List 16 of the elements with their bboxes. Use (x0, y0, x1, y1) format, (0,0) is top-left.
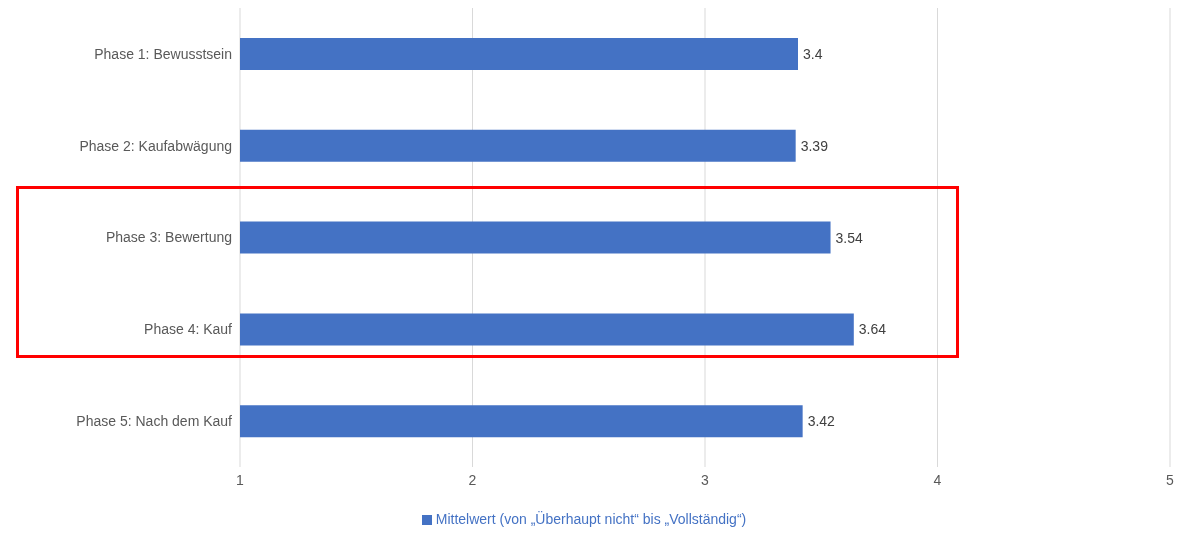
data-label: 3.54 (835, 229, 864, 246)
x-tick-label: 3 (701, 471, 710, 488)
y-tick-label: Phase 3: Bewertung (105, 229, 232, 246)
x-tick-label: 4 (933, 471, 942, 488)
y-tick-label: Phase 2: Kaufabwägung (79, 137, 232, 154)
y-tick-label: Phase 1: Bewusstsein (94, 45, 232, 62)
x-tick-label: 1 (236, 471, 245, 488)
data-label: 3.39 (800, 137, 829, 154)
y-tick-label: Phase 4: Kauf (144, 321, 233, 338)
legend-label: Mittelwert (von „Überhaupt nicht“ bis „Vollständig“) (435, 511, 747, 527)
x-tick-label: 2 (468, 471, 477, 488)
x-tick-label: 5 (1166, 471, 1175, 488)
data-label: 3.64 (858, 321, 887, 338)
data-label: 3.42 (807, 413, 836, 430)
y-tick-label: Phase 5: Nach dem Kauf (76, 413, 233, 430)
data-label: 3.4 (803, 45, 823, 62)
